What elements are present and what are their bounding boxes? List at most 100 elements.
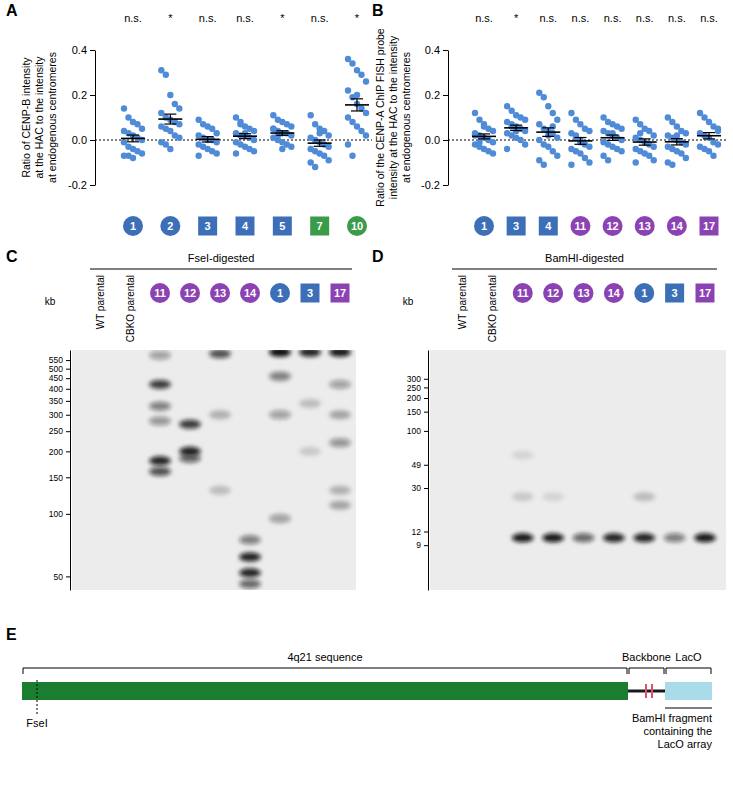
tick-label: 9 — [416, 540, 421, 550]
data-point — [288, 123, 294, 129]
band — [694, 533, 716, 542]
band — [239, 535, 261, 544]
significance-label: n.s. — [311, 12, 329, 24]
title: FseI-digested — [188, 252, 255, 264]
tick-mark — [66, 431, 70, 432]
y-axis: 3002502001501004930129 — [407, 351, 429, 591]
tick: 250 — [49, 426, 70, 436]
tick: 30 — [412, 483, 428, 493]
badge — [700, 217, 719, 236]
data-point — [490, 139, 496, 145]
tick-mark — [443, 95, 448, 96]
band — [239, 579, 261, 588]
bracket — [23, 668, 627, 674]
badge — [635, 216, 655, 236]
error-bar — [542, 128, 554, 137]
badge — [513, 283, 533, 303]
tick-mark — [90, 140, 95, 141]
badge-label: 4 — [242, 220, 249, 232]
badge-label: 1 — [481, 220, 487, 232]
gel — [430, 350, 726, 590]
tick-mark — [424, 465, 428, 466]
band — [329, 501, 351, 510]
data-point — [605, 157, 611, 163]
badge-label: 3 — [672, 287, 678, 299]
badge — [603, 216, 623, 236]
data-point — [349, 153, 355, 159]
significance-label: n.s. — [236, 12, 254, 24]
tick-label: 50 — [54, 572, 64, 582]
tick-mark — [90, 185, 95, 186]
badge-label: 13 — [577, 287, 589, 299]
data-point — [325, 157, 331, 163]
tick-label: 400 — [49, 384, 63, 394]
data-point — [316, 130, 322, 136]
lane-label: WT parental — [457, 275, 468, 329]
badge — [665, 284, 684, 303]
badge — [273, 217, 292, 236]
error-bar — [351, 99, 363, 111]
significance-label: * — [168, 12, 173, 24]
significance-label: n.s. — [604, 12, 622, 24]
tick-mark — [424, 545, 428, 546]
axis-title: Ratio of CENP-B intensity — [20, 57, 32, 178]
data-point — [270, 126, 276, 132]
data-point — [251, 128, 257, 134]
data-point — [176, 135, 182, 141]
data-point — [213, 150, 219, 156]
badge — [604, 283, 624, 303]
band — [512, 492, 534, 501]
data-point — [715, 141, 721, 147]
title: BamHI-digested — [545, 252, 624, 264]
tick-mark — [66, 401, 70, 402]
axis-title: at the HAC to the intensity — [33, 56, 45, 179]
significance-label: * — [514, 12, 519, 24]
site-mark — [651, 684, 653, 698]
data-point — [325, 144, 331, 150]
tick: 350 — [49, 396, 70, 406]
data-point — [490, 128, 496, 134]
data-point — [476, 139, 482, 145]
tick-label: 200 — [407, 393, 421, 403]
axis-title: intensity at the HAC to the intensity — [387, 35, 399, 199]
data-point — [163, 72, 169, 78]
data-point — [233, 150, 239, 156]
badge-label: 7 — [317, 220, 323, 232]
significance-label: n.s. — [668, 12, 686, 24]
band — [633, 533, 655, 542]
badge — [543, 283, 563, 303]
tick-mark — [424, 379, 428, 380]
data-point — [586, 159, 592, 165]
tick-mark — [66, 514, 70, 515]
fragment-label: containing the — [644, 725, 713, 737]
badge-label: 11 — [575, 220, 587, 232]
data-point — [363, 78, 369, 84]
significance-label: n.s. — [539, 12, 557, 24]
badge-label: 3 — [307, 287, 313, 299]
plot-area — [149, 350, 351, 588]
fragment-label: BamHI fragment — [632, 712, 712, 724]
badge — [150, 283, 170, 303]
error-bar — [276, 131, 288, 136]
data-point — [176, 121, 182, 127]
segment — [22, 682, 628, 700]
band — [512, 451, 534, 460]
band — [542, 533, 564, 542]
data-point — [633, 159, 639, 165]
tick-mark — [443, 50, 448, 51]
badge-label: 11 — [517, 287, 529, 299]
tick-mark — [424, 387, 428, 388]
badge — [270, 283, 290, 303]
tick: 0.4 — [425, 44, 448, 56]
data-point — [554, 153, 560, 159]
band — [329, 438, 351, 447]
band — [299, 399, 321, 408]
band — [239, 568, 261, 577]
badge-label: 1 — [277, 287, 283, 299]
tick: 0.0 — [72, 134, 95, 146]
panel: DBamHI-digestedkb3002502001501004930129W… — [372, 248, 726, 591]
panel: B-0.20.00.20.4Ratio of the CENP-A ChIP F… — [372, 2, 727, 236]
tick: 0.2 — [72, 89, 95, 101]
lane-label: CBKO parental — [487, 275, 498, 342]
tick-mark — [90, 95, 95, 96]
